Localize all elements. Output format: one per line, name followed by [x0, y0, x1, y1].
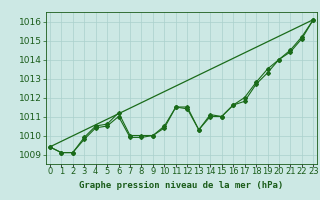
X-axis label: Graphe pression niveau de la mer (hPa): Graphe pression niveau de la mer (hPa): [79, 181, 284, 190]
